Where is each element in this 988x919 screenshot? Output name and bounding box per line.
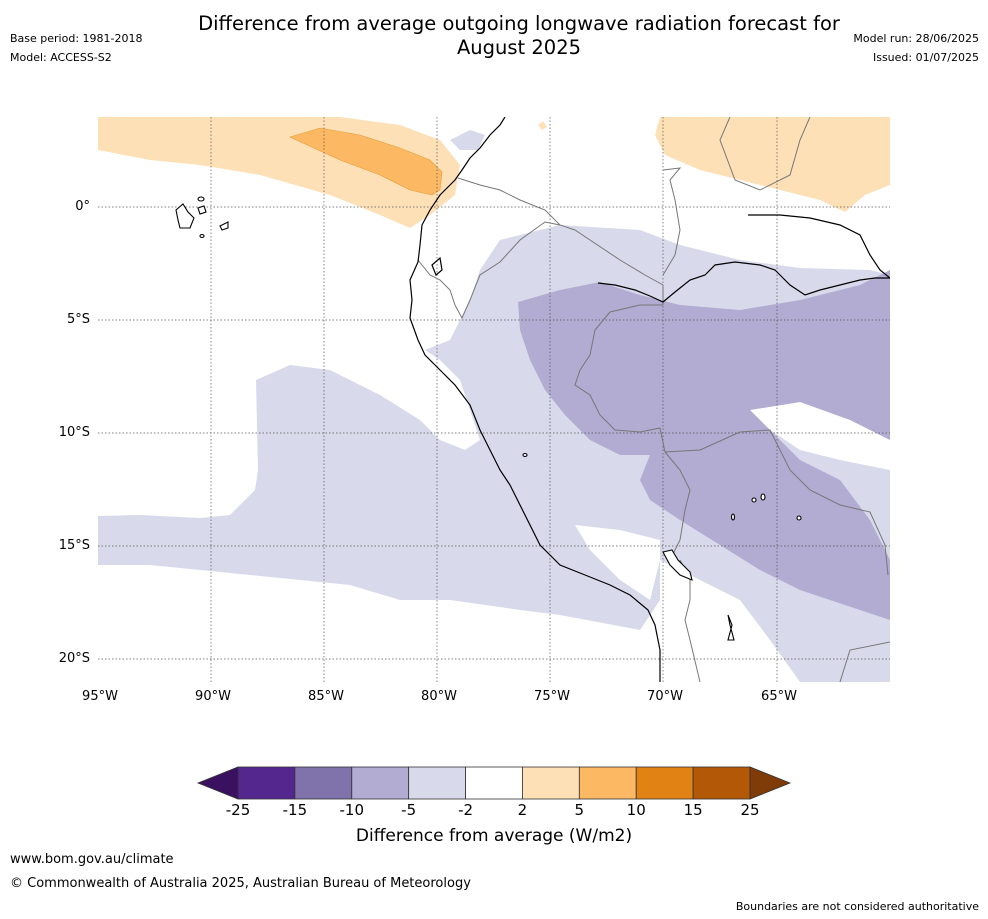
map-title-line1: Difference from average outgoing longwav… — [198, 12, 840, 35]
map-title: Difference from average outgoing longwav… — [0, 12, 988, 60]
colorbar-tick-label: -10 — [339, 801, 365, 819]
anomaly-neg-medium — [518, 270, 890, 620]
map-content — [98, 117, 890, 682]
model-run: Model run: 28/06/2025 — [853, 32, 979, 45]
colorbar-extend-high — [749, 766, 792, 800]
footer-copyright: © Commonwealth of Australia 2025, Austra… — [10, 876, 471, 891]
colorbar-tick-label: -15 — [282, 801, 308, 819]
base-period: Base period: 1981-2018 — [10, 32, 143, 45]
colorbar-extend-low — [196, 766, 239, 800]
colorbar-tick-label: 25 — [740, 801, 760, 819]
colorbar-tick-label: 2 — [517, 801, 528, 819]
anomaly-pos-light-speck — [538, 121, 547, 130]
colorbar-tick-label: -5 — [401, 801, 417, 819]
colorbar-segment — [351, 766, 410, 800]
colorbar-tick-label: -25 — [225, 801, 251, 819]
lon-label-90w: 90°W — [195, 689, 231, 704]
graticule — [98, 117, 890, 682]
lat-label-20s: 20°S — [58, 651, 90, 666]
colorbar-segment — [465, 766, 523, 800]
colorbar-label: Difference from average (W/m2) — [355, 826, 633, 846]
lon-label-95w: 95°W — [82, 689, 118, 704]
anomaly-pos-medium — [289, 127, 443, 196]
anomaly-neutral-gap — [575, 525, 660, 600]
lon-label-75w: 75°W — [534, 689, 570, 704]
lat-label-5s: 5°S — [66, 312, 90, 327]
map-title-line2: August 2025 — [456, 36, 582, 59]
lon-label-70w: 70°W — [647, 689, 683, 704]
lat-label-0: 0° — [75, 199, 90, 214]
colorbar-segment — [692, 766, 751, 800]
coastline — [409, 117, 890, 682]
colorbar-tick-label: 10 — [626, 801, 646, 819]
colorbar-tick-label: 5 — [574, 801, 585, 819]
lon-label-80w: 80°W — [421, 689, 457, 704]
lat-label-15s: 15°S — [58, 538, 90, 553]
colorbar-segment — [578, 766, 637, 800]
footer-disclaimer: Boundaries are not considered authoritat… — [735, 900, 979, 913]
colorbar-segment — [522, 766, 580, 800]
colorbar-segment — [294, 766, 353, 800]
colorbar-segment — [237, 766, 296, 800]
colorbar-segment — [635, 766, 694, 800]
lon-label-85w: 85°W — [308, 689, 344, 704]
model-name: Model: ACCESS-S2 — [10, 51, 112, 64]
footer-url[interactable]: www.bom.gov.au/climate — [10, 852, 174, 867]
anomaly-neg-light-north — [450, 130, 485, 150]
colorbar-tick-label: 15 — [683, 801, 703, 819]
anomaly-pos-light-east — [655, 117, 890, 212]
issued-date: Issued: 01/07/2025 — [872, 51, 979, 64]
lon-label-65w: 65°W — [761, 689, 797, 704]
colorbar-tick-label: -2 — [458, 801, 474, 819]
lat-label-10s: 10°S — [58, 425, 90, 440]
colorbar-segment — [408, 766, 466, 800]
galapagos-islands — [175, 196, 802, 641]
